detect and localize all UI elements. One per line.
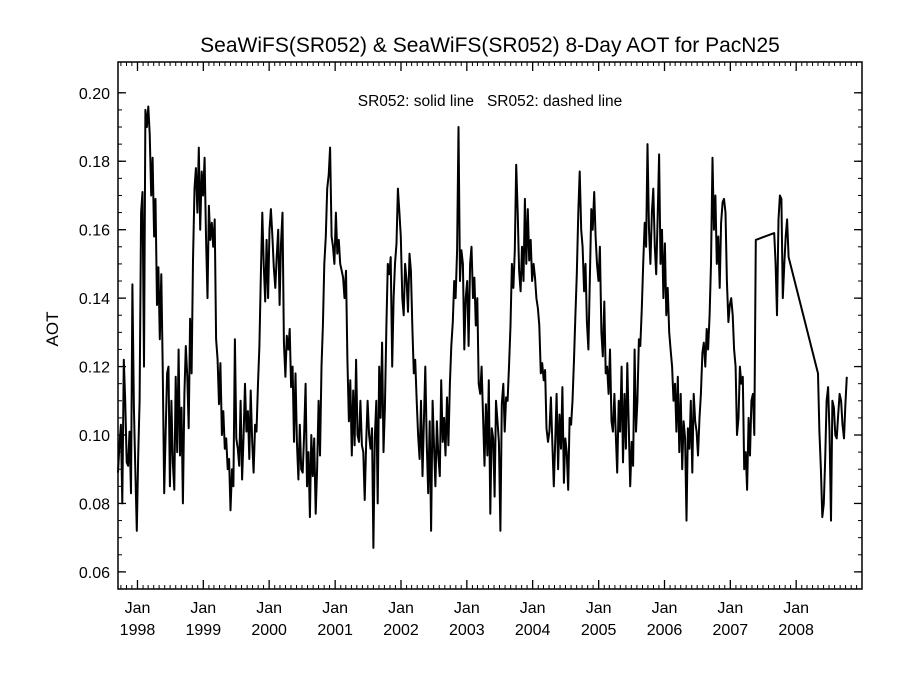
x-tick-year: 1998 (120, 622, 156, 639)
x-tick-year: 2003 (449, 622, 485, 639)
x-tick-year: 2006 (647, 622, 683, 639)
y-tick-label: 0.12 (79, 360, 110, 377)
x-tick-year: 2007 (713, 622, 749, 639)
x-tick-month: Jan (520, 600, 546, 617)
y-tick-label: 0.18 (79, 154, 110, 171)
x-tick-month: Jan (586, 600, 612, 617)
x-tick-month: Jan (783, 600, 809, 617)
x-tick-month: Jan (388, 600, 414, 617)
y-tick-label: 0.06 (79, 565, 110, 582)
chart-title: SeaWiFS(SR052) & SeaWiFS(SR052) 8-Day AO… (200, 34, 780, 57)
x-axis: Jan 1998 Jan 1999 Jan 2000 Jan 2001 Jan 2002 Jan 20… (120, 62, 858, 639)
y-tick-label: 0.08 (79, 496, 110, 513)
x-tick-year: 2001 (317, 622, 353, 639)
x-tick-month: Jan (454, 600, 480, 617)
x-tick-month: Jan (256, 600, 282, 617)
x-tick-year: 2008 (778, 622, 814, 639)
x-tick-month: Jan (125, 600, 151, 617)
series-line-sr052 (117, 105, 848, 549)
y-tick-label: 0.16 (79, 223, 110, 240)
x-tick-year: 2002 (383, 622, 419, 639)
chart-subtitle: SR052: solid line SR052: dashed line (358, 93, 623, 110)
y-axis-label: AOT (43, 312, 62, 347)
y-tick-label: 0.10 (79, 428, 110, 445)
x-tick-year: 2005 (581, 622, 617, 639)
y-tick-label: 0.20 (79, 86, 110, 103)
x-tick-month: Jan (717, 600, 743, 617)
x-tick-month: Jan (322, 600, 348, 617)
x-tick-year: 2000 (251, 622, 287, 639)
x-tick-month: Jan (190, 600, 216, 617)
series-layer (117, 105, 848, 549)
y-axis: 0.06 0.08 0.10 0.12 0.14 0.16 0.18 0.20 (79, 86, 862, 582)
y-tick-label: 0.14 (79, 291, 110, 308)
x-tick-year: 1999 (186, 622, 222, 639)
plot-frame (117, 61, 863, 590)
x-tick-month: Jan (652, 600, 678, 617)
x-tick-year: 2004 (515, 622, 551, 639)
